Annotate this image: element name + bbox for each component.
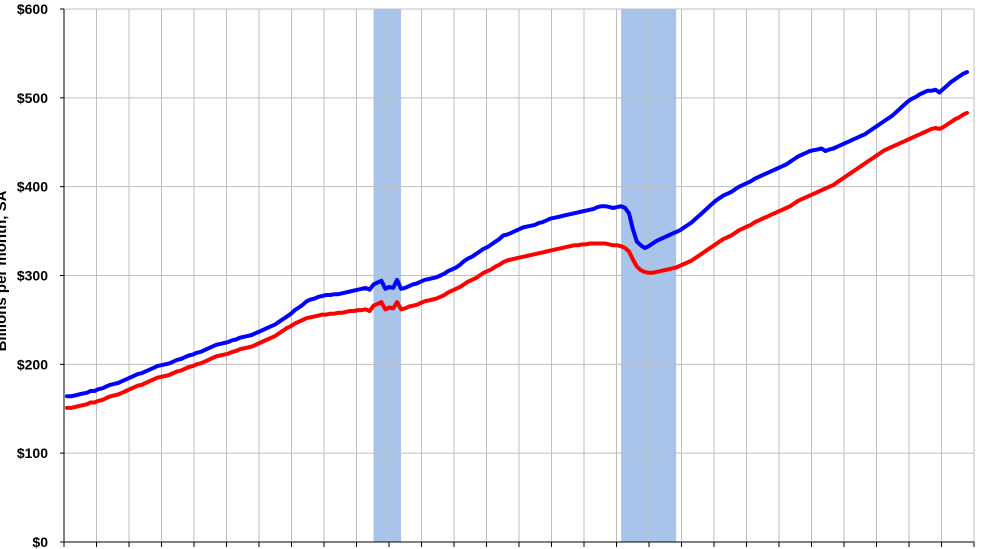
series-line-1 <box>65 70 969 399</box>
y-tick-label-300: $300 <box>17 268 48 284</box>
series-lines <box>65 70 969 410</box>
y-tick-label-500: $500 <box>17 90 48 106</box>
y-axis-label: Billions per month, SA <box>0 190 10 351</box>
y-tick-label-100: $100 <box>17 445 48 461</box>
axes <box>60 8 975 547</box>
y-tick-label-600: $600 <box>17 1 48 17</box>
y-tick-label-0: $0 <box>32 534 48 549</box>
series-line-2 <box>65 110 969 410</box>
y-tick-label-400: $400 <box>17 179 48 195</box>
y-tick-labels: $0 $100 $200 $300 $400 $500 $600 <box>17 1 48 549</box>
y-tick-label-200: $200 <box>17 356 48 372</box>
gridlines <box>63 8 975 542</box>
